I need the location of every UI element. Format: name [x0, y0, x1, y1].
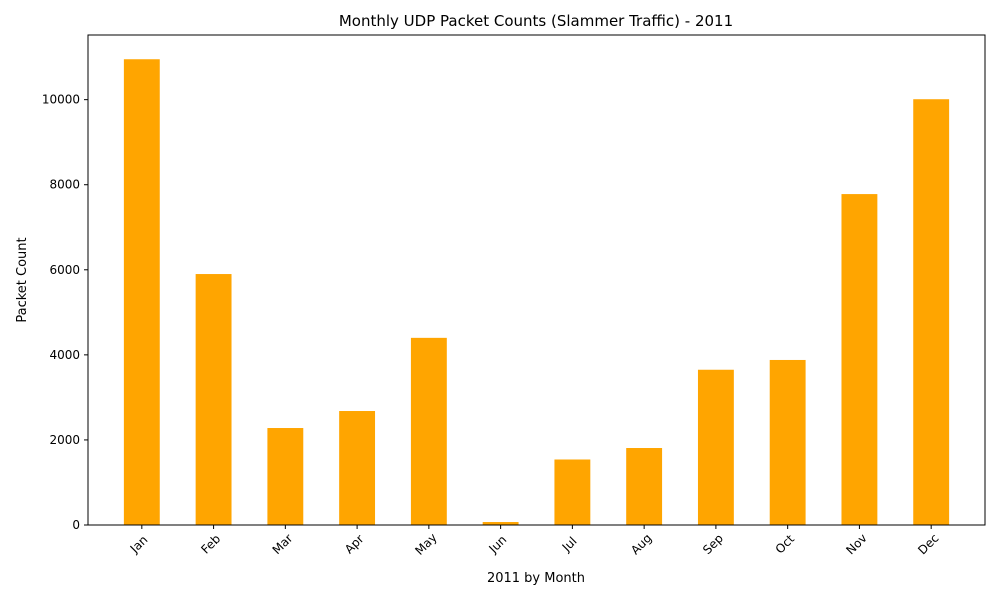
x-tick-label: May	[412, 530, 439, 557]
x-tick-label: Apr	[342, 532, 367, 557]
y-ticks-group: 0 2000 4000 6000 8000 10000	[42, 93, 88, 532]
y-tick-label: 10000	[42, 93, 80, 107]
plot-frame	[87, 34, 986, 526]
bar-jun	[482, 522, 519, 525]
x-tick-label: Aug	[628, 531, 654, 557]
chart-title: Monthly UDP Packet Counts (Slammer Traff…	[339, 12, 733, 30]
bars-group	[123, 59, 950, 526]
y-axis-label: Packet Count	[15, 237, 30, 322]
x-tick-label: Jan	[127, 533, 151, 557]
bar-dec	[913, 99, 950, 526]
bar-mar	[267, 428, 304, 525]
x-tick-label: Nov	[843, 531, 869, 557]
x-tick-label: Mar	[270, 531, 296, 557]
x-axis-label: 2011 by Month	[487, 571, 585, 586]
y-tick-label: 4000	[49, 348, 80, 362]
bar-jan	[123, 59, 160, 526]
y-tick-label: 8000	[49, 178, 80, 192]
x-ticks-group: Jan Feb Mar Apr May Jun Jul Aug Sep Oct Nov Dec	[127, 525, 942, 558]
y-tick-label: 0	[72, 518, 80, 532]
bar-apr	[339, 411, 376, 525]
bar-nov	[841, 194, 878, 525]
bar-sep	[697, 369, 734, 525]
y-tick-label: 6000	[49, 263, 80, 277]
bar-feb	[195, 274, 232, 525]
bar-oct	[769, 359, 806, 525]
bar-aug	[626, 448, 663, 525]
x-tick-label: Jun	[486, 533, 510, 557]
bar-may	[410, 337, 447, 525]
x-tick-label: Oct	[773, 532, 798, 557]
x-tick-label: Jul	[559, 534, 580, 555]
x-tick-label: Dec	[915, 531, 941, 557]
bar-jul	[554, 459, 591, 525]
x-tick-label: Feb	[198, 532, 223, 557]
y-tick-label: 2000	[49, 433, 80, 447]
x-tick-label: Sep	[700, 531, 726, 557]
